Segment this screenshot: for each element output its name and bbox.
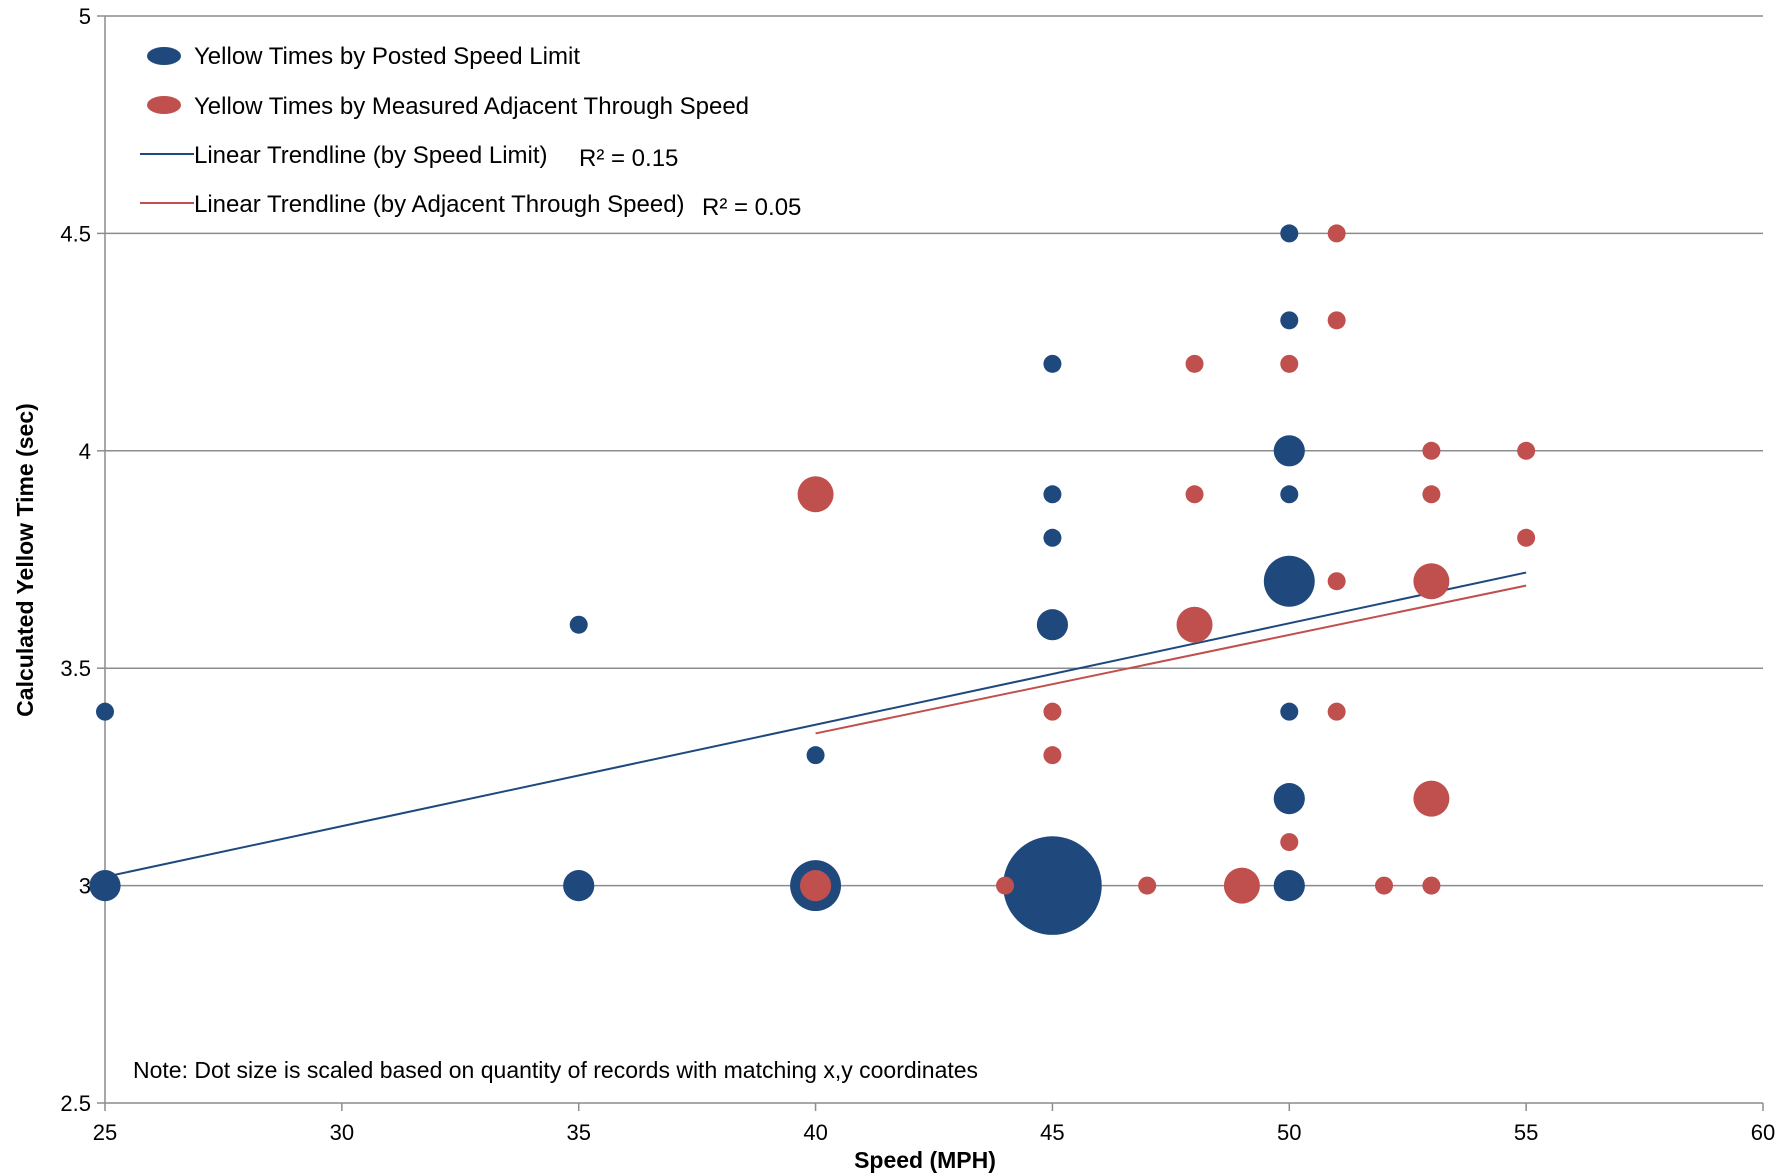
- bubble-adjacent-speed: [1327, 572, 1346, 591]
- bubble-adjacent-speed: [1138, 876, 1157, 895]
- bubble-posted-speed: [563, 870, 595, 902]
- bubble-adjacent-speed: [1280, 354, 1299, 373]
- bubble-adjacent-speed: [1375, 876, 1394, 895]
- bubble-posted-speed: [1280, 702, 1299, 721]
- bubble-adjacent-speed: [1422, 876, 1441, 895]
- x-tick-label: 40: [803, 1120, 827, 1145]
- bubble-posted-speed: [1043, 485, 1062, 504]
- data-points: [89, 224, 1536, 935]
- bubble-adjacent-speed: [1176, 606, 1213, 643]
- gridlines: [105, 15, 1763, 887]
- legend-label-posted-speed: Yellow Times by Posted Speed Limit: [194, 43, 580, 70]
- r2-adjacent: R² = 0.05: [702, 194, 801, 221]
- y-tick-label: 5: [79, 4, 91, 29]
- legend: Yellow Times by Posted Speed Limit Yello…: [140, 43, 801, 221]
- bubble-adjacent-speed: [1517, 528, 1536, 547]
- bubble-posted-speed: [89, 870, 121, 902]
- x-tick-label: 30: [330, 1120, 354, 1145]
- y-axis-title: Calculated Yellow Time (sec): [12, 403, 38, 717]
- bubble-adjacent-speed: [1517, 441, 1536, 460]
- bubble-adjacent-speed: [1327, 702, 1346, 721]
- bubble-adjacent-speed: [996, 876, 1015, 895]
- bubble-posted-speed: [1280, 485, 1299, 504]
- bubble-posted-speed: [569, 615, 588, 634]
- bubble-posted-speed: [1280, 311, 1299, 330]
- bubble-posted-speed: [1280, 224, 1299, 243]
- bubble-adjacent-speed: [1185, 485, 1204, 504]
- bubble-posted-speed: [96, 702, 114, 721]
- bubble-posted-speed: [1036, 609, 1069, 641]
- x-tick-label: 55: [1514, 1120, 1538, 1145]
- bubble-adjacent-speed: [1327, 311, 1346, 330]
- y-tick-label: 2.5: [60, 1091, 91, 1116]
- bubble-adjacent-speed: [1422, 485, 1441, 504]
- chart-note: Note: Dot size is scaled based on quanti…: [133, 1057, 978, 1083]
- bubble-adjacent-speed: [1185, 354, 1204, 373]
- bubble-adjacent-speed: [799, 870, 832, 902]
- bubble-adjacent-speed: [1413, 780, 1450, 817]
- y-tick-label: 4.5: [60, 221, 91, 246]
- x-tick-label: 60: [1751, 1120, 1775, 1145]
- legend-marker-posted-speed: [147, 47, 181, 65]
- bubble-posted-speed: [1043, 528, 1062, 547]
- bubble-posted-speed: [1043, 354, 1062, 373]
- bubble-adjacent-speed: [1413, 563, 1450, 600]
- bubble-posted-speed: [1273, 783, 1305, 815]
- legend-label-adjacent-speed: Yellow Times by Measured Adjacent Throug…: [194, 93, 749, 120]
- r2-speed-limit: R² = 0.15: [579, 145, 678, 172]
- bubble-adjacent-speed: [797, 476, 834, 513]
- axes: [97, 15, 1764, 1111]
- bubble-adjacent-speed: [1043, 746, 1062, 765]
- legend-label-trend-adjacent: Linear Trendline (by Adjacent Through Sp…: [194, 191, 685, 218]
- legend-label-trend-speed-limit: Linear Trendline (by Speed Limit): [194, 142, 548, 169]
- bubble-posted-speed: [806, 746, 825, 765]
- bubble-posted-speed: [1003, 836, 1102, 935]
- tick-labels: 2.5 3 3.5 4 4.5 5 25 30 35 40 45 50 55 60: [60, 4, 1775, 1145]
- bubble-posted-speed: [1263, 555, 1315, 607]
- x-axis-title: Speed (MPH): [854, 1147, 996, 1173]
- trendlines: [104, 571, 1527, 878]
- legend-marker-adjacent-speed: [147, 96, 181, 114]
- bubble-posted-speed: [1273, 870, 1305, 902]
- x-tick-label: 50: [1277, 1120, 1301, 1145]
- bubble-adjacent-speed: [1280, 833, 1299, 852]
- trendline-adjacent-speed: [815, 584, 1527, 735]
- bubble-adjacent-speed: [1422, 441, 1441, 460]
- bubble-adjacent-speed: [1043, 702, 1062, 721]
- y-tick-label: 4: [79, 439, 91, 464]
- bubble-posted-speed: [1273, 435, 1305, 467]
- y-tick-label: 3.5: [60, 656, 91, 681]
- bubble-adjacent-speed: [1327, 224, 1346, 243]
- y-tick-label: 3: [79, 874, 91, 899]
- x-tick-label: 25: [93, 1120, 117, 1145]
- bubble-adjacent-speed: [1223, 867, 1260, 904]
- x-tick-label: 35: [566, 1120, 590, 1145]
- trendline-speed-limit: [104, 571, 1527, 878]
- x-tick-label: 45: [1040, 1120, 1064, 1145]
